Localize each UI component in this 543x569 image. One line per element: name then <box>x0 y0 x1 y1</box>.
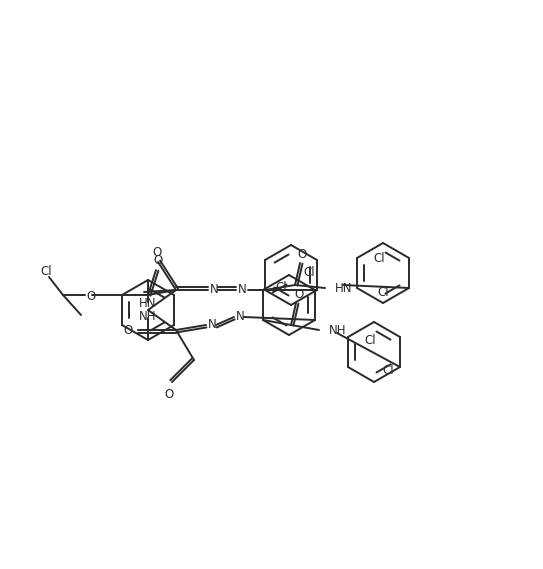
Text: Cl: Cl <box>275 281 287 294</box>
Text: O: O <box>153 245 162 258</box>
Text: O: O <box>294 287 304 300</box>
Text: O: O <box>86 290 96 303</box>
Text: NH: NH <box>139 311 157 324</box>
Text: O: O <box>165 387 174 401</box>
Text: N: N <box>210 282 218 295</box>
Text: N: N <box>207 318 216 331</box>
Text: O: O <box>153 254 162 266</box>
Text: N: N <box>236 310 244 323</box>
Text: O: O <box>298 248 307 261</box>
Text: Cl: Cl <box>377 286 389 299</box>
Text: Cl: Cl <box>303 266 315 278</box>
Text: N: N <box>238 282 247 295</box>
Text: NH: NH <box>329 324 346 336</box>
Text: HN: HN <box>335 282 352 295</box>
Text: Cl: Cl <box>40 265 52 278</box>
Text: Cl: Cl <box>373 251 384 265</box>
Text: HN: HN <box>139 296 157 310</box>
Text: O: O <box>123 324 132 337</box>
Text: Cl: Cl <box>382 365 394 377</box>
Text: Cl: Cl <box>364 333 376 347</box>
